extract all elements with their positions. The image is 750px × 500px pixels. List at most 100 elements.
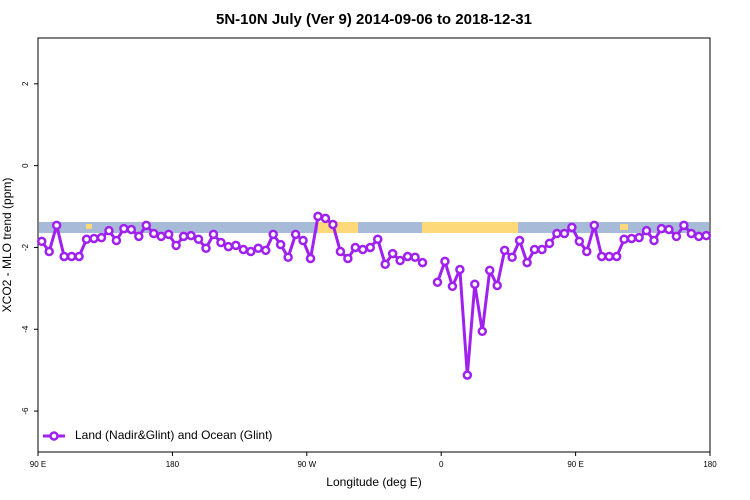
data-point (148, 228, 159, 239)
data-point (81, 234, 92, 245)
data-point (358, 244, 368, 255)
data-point (537, 244, 547, 255)
data-point (66, 251, 77, 262)
data-point (477, 326, 488, 337)
data-point (156, 231, 166, 242)
data-point (634, 232, 644, 243)
data-point (380, 259, 390, 269)
data-point (664, 224, 674, 235)
data-point (260, 245, 271, 256)
data-point (544, 238, 555, 249)
data-point (417, 257, 428, 268)
x-tick-label: 180 (166, 460, 180, 469)
data-point (611, 251, 622, 262)
data-point (119, 223, 129, 234)
data-point (701, 230, 712, 241)
data-point (313, 211, 323, 222)
plot-frame (37, 37, 711, 453)
data-point (492, 280, 502, 291)
data-point (619, 234, 629, 245)
data-point (679, 220, 689, 231)
data-point (275, 239, 286, 250)
data-point (320, 213, 331, 224)
data-point (641, 225, 652, 236)
data-point (574, 236, 585, 247)
data-point (649, 235, 659, 246)
data-point (589, 220, 600, 231)
data-point (89, 233, 99, 244)
data-point (596, 251, 607, 262)
x-axis-label: Longitude (deg E) (326, 475, 421, 489)
data-point (410, 252, 420, 263)
land-strip (86, 224, 92, 229)
data-point (447, 281, 458, 292)
land-strip (620, 224, 628, 230)
data-point (387, 248, 398, 259)
data-point (522, 257, 532, 268)
data-point (126, 224, 137, 235)
data-point (246, 246, 256, 257)
x-tick-label: 180 (703, 460, 717, 469)
data-point (231, 240, 241, 251)
data-point (51, 220, 62, 231)
data-point (470, 279, 480, 290)
data-point (365, 242, 376, 253)
data-point (507, 252, 517, 263)
land-strip (318, 222, 358, 233)
data-point (499, 245, 510, 256)
data-point (694, 231, 704, 242)
x-tick-label: 90 E (30, 460, 46, 469)
x-tick-label: 90 E (567, 460, 583, 469)
data-point (59, 251, 69, 262)
data-point (671, 231, 682, 242)
data-point (432, 277, 443, 287)
data-point (96, 232, 107, 243)
data-point (186, 230, 196, 241)
data-point (208, 229, 219, 240)
data-point (462, 370, 473, 380)
data-point (582, 246, 592, 257)
data-point (514, 235, 525, 246)
y-tick-label: 0 (21, 163, 30, 168)
x-tick-label: 0 (439, 460, 444, 469)
data-point (74, 251, 84, 262)
data-point (402, 251, 413, 262)
data-point (552, 228, 562, 239)
data-point (283, 252, 293, 263)
data-point (36, 236, 47, 247)
data-point (529, 244, 540, 255)
data-point (223, 241, 234, 252)
data-point (656, 223, 667, 234)
data-point (350, 242, 361, 253)
data-point (134, 231, 144, 242)
data-point (372, 234, 383, 245)
y-tick-label: 2 (21, 81, 30, 86)
data-point (268, 229, 278, 240)
data-point (193, 234, 204, 245)
data-point (567, 222, 577, 233)
data-point (686, 228, 697, 239)
data-point (626, 233, 637, 244)
chart-title: 5N-10N July (Ver 9) 2014-09-06 to 2018-1… (216, 11, 532, 28)
ocean-strip (39, 222, 709, 233)
data-point (171, 240, 181, 251)
data-point (305, 253, 316, 264)
legend-marker (49, 431, 59, 441)
land-strip (422, 222, 518, 233)
data-point (111, 235, 122, 246)
data-point (163, 229, 174, 240)
data-point (440, 256, 450, 267)
data-point (216, 237, 226, 248)
data-point (343, 253, 353, 264)
data-point (604, 251, 614, 262)
data-point (201, 243, 211, 254)
data-point (395, 255, 405, 266)
y-tick-label: -6 (21, 407, 30, 415)
data-point (104, 225, 114, 236)
y-tick-label: -2 (21, 243, 30, 251)
data-point (178, 231, 189, 242)
y-axis-label: XCO2 - MLO trend (ppm) (0, 178, 14, 313)
data-point (455, 264, 465, 275)
data-point (559, 228, 570, 239)
